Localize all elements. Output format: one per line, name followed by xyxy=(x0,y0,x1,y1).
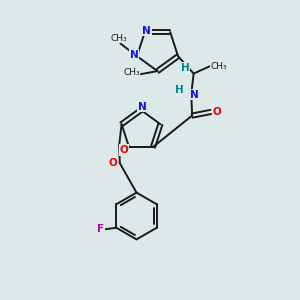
Text: H: H xyxy=(181,63,190,73)
Text: CH₃: CH₃ xyxy=(123,68,140,77)
Text: CH₃: CH₃ xyxy=(210,61,227,70)
Text: O: O xyxy=(212,107,221,117)
Text: F: F xyxy=(97,224,104,234)
Text: O: O xyxy=(108,158,117,168)
Text: N: N xyxy=(190,90,199,100)
Text: H: H xyxy=(176,85,184,95)
Text: N: N xyxy=(130,50,138,60)
Text: N: N xyxy=(142,26,151,35)
Text: O: O xyxy=(120,145,129,155)
Text: N: N xyxy=(138,101,147,112)
Text: CH₃: CH₃ xyxy=(111,34,127,43)
